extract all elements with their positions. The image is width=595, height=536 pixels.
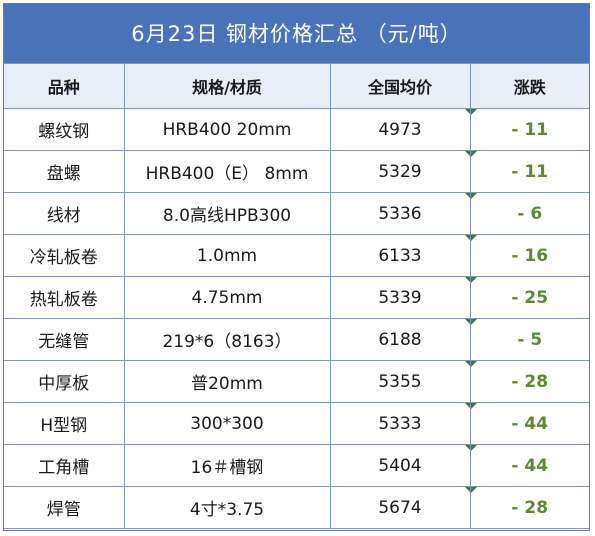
cell-spec: 1.0mm <box>123 234 331 277</box>
cell-avg-price: 6188 <box>329 318 471 361</box>
cell-spec: 16＃槽钢 <box>123 444 331 487</box>
cell-spec: 219*6（8163） <box>123 318 331 361</box>
cell-change: - 6 <box>469 192 589 235</box>
table-row: 热轧板卷 4.75mm 5339 - 25 <box>4 276 589 319</box>
cell-spec: 普20mm <box>123 360 331 403</box>
cell-change: - 25 <box>469 276 589 319</box>
cell-avg-price: 5355 <box>329 360 471 403</box>
cell-product: 工角槽 <box>4 444 125 487</box>
cell-change: - 28 <box>469 360 589 403</box>
cell-spec: 4寸*3.75 <box>123 486 331 529</box>
cell-spec: HRB400 20mm <box>123 108 331 151</box>
header-row: 品种 规格/材质 全国均价 涨跌 <box>4 63 589 109</box>
table-row: 工角槽 16＃槽钢 5404 - 44 <box>4 444 589 487</box>
table-row: 中厚板 普20mm 5355 - 28 <box>4 360 589 403</box>
cell-avg-price: 5333 <box>329 402 471 445</box>
table-row: 焊管 4寸*3.75 5674 - 28 <box>4 486 589 529</box>
cell-product: 焊管 <box>4 486 125 529</box>
cell-change: - 28 <box>469 486 589 529</box>
price-table: 品种 规格/材质 全国均价 涨跌 螺纹钢 HRB400 20mm 4973 - … <box>4 63 589 529</box>
cell-product: 冷轧板卷 <box>4 234 125 277</box>
table-row: 螺纹钢 HRB400 20mm 4973 - 11 <box>4 108 589 151</box>
header-change: 涨跌 <box>469 63 589 109</box>
table-row: H型钢 300*300 5333 - 44 <box>4 402 589 445</box>
cell-avg-price: 5336 <box>329 192 471 235</box>
cell-avg-price: 5329 <box>329 150 471 193</box>
sheet-title: 6月23日 钢材价格汇总 （元/吨） <box>4 4 589 63</box>
cell-avg-price: 4973 <box>329 108 471 151</box>
cell-spec: 8.0高线HPB300 <box>123 192 331 235</box>
table-row: 无缝管 219*6（8163） 6188 - 5 <box>4 318 589 361</box>
cell-product: H型钢 <box>4 402 125 445</box>
header-spec: 规格/材质 <box>123 63 331 109</box>
header-product: 品种 <box>4 63 125 109</box>
cell-product: 螺纹钢 <box>4 108 125 151</box>
cell-change: - 44 <box>469 402 589 445</box>
cell-change: - 11 <box>469 150 589 193</box>
cell-product: 热轧板卷 <box>4 276 125 319</box>
cell-change: - 44 <box>469 444 589 487</box>
cell-avg-price: 6133 <box>329 234 471 277</box>
cell-product: 中厚板 <box>4 360 125 403</box>
cell-spec: 300*300 <box>123 402 331 445</box>
cell-spec: 4.75mm <box>123 276 331 319</box>
cell-product: 线材 <box>4 192 125 235</box>
cell-avg-price: 5674 <box>329 486 471 529</box>
cell-change: - 11 <box>469 108 589 151</box>
header-avg-price: 全国均价 <box>329 63 471 109</box>
cell-avg-price: 5339 <box>329 276 471 319</box>
cell-avg-price: 5404 <box>329 444 471 487</box>
price-summary-sheet: 6月23日 钢材价格汇总 （元/吨） 品种 规格/材质 全国均价 涨跌 螺纹钢 … <box>3 3 590 531</box>
cell-change: - 16 <box>469 234 589 277</box>
table-row: 冷轧板卷 1.0mm 6133 - 16 <box>4 234 589 277</box>
cell-change: - 5 <box>469 318 589 361</box>
table-row: 线材 8.0高线HPB300 5336 - 6 <box>4 192 589 235</box>
cell-product: 无缝管 <box>4 318 125 361</box>
cell-product: 盘螺 <box>4 150 125 193</box>
table-row: 盘螺 HRB400（E） 8mm 5329 - 11 <box>4 150 589 193</box>
cell-spec: HRB400（E） 8mm <box>123 150 331 193</box>
